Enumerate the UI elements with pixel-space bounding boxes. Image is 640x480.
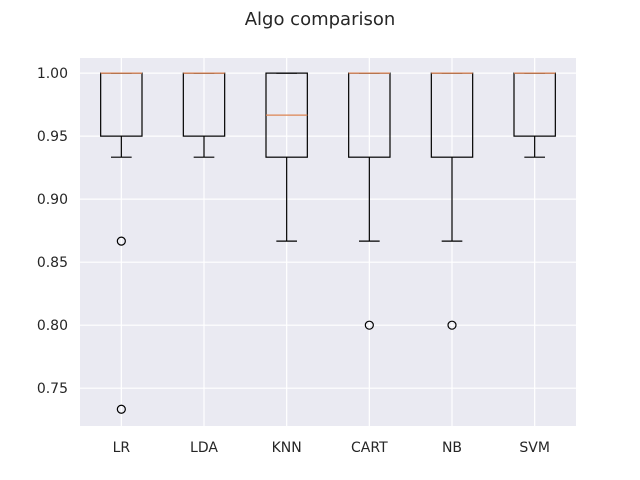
y-tick-label: 0.75 (37, 381, 68, 397)
chart-title: Algo comparison (245, 9, 396, 30)
y-tick-label: 1.00 (37, 66, 68, 82)
x-tick-label: LDA (190, 440, 218, 456)
x-axis-ticks: LR LDA KNN CART NB SVM (113, 440, 550, 456)
x-tick-label: CART (351, 440, 388, 456)
outlier-point (364, 320, 374, 330)
x-tick-label: LR (113, 440, 131, 456)
y-tick-label: 0.80 (37, 318, 68, 334)
outlier-point (116, 404, 126, 414)
grid-lines (80, 58, 576, 426)
x-tick-label: SVM (519, 440, 550, 456)
outlier-point (447, 320, 457, 330)
y-axis-ticks: 0.75 0.80 0.85 0.90 0.95 1.00 (37, 66, 68, 397)
box-cart (348, 72, 391, 330)
plot-area (80, 58, 576, 426)
box-plots (100, 72, 556, 414)
y-tick-label: 0.90 (37, 192, 68, 208)
box-svm (513, 72, 556, 158)
y-tick-label: 0.85 (37, 255, 68, 271)
box-lda (182, 72, 226, 158)
x-tick-label: NB (442, 440, 462, 456)
y-tick-label: 0.95 (37, 129, 68, 145)
outlier-point (116, 236, 126, 246)
x-tick-label: KNN (272, 440, 302, 456)
box-lr (100, 72, 143, 414)
box-knn (265, 72, 308, 242)
box-nb (430, 72, 474, 330)
